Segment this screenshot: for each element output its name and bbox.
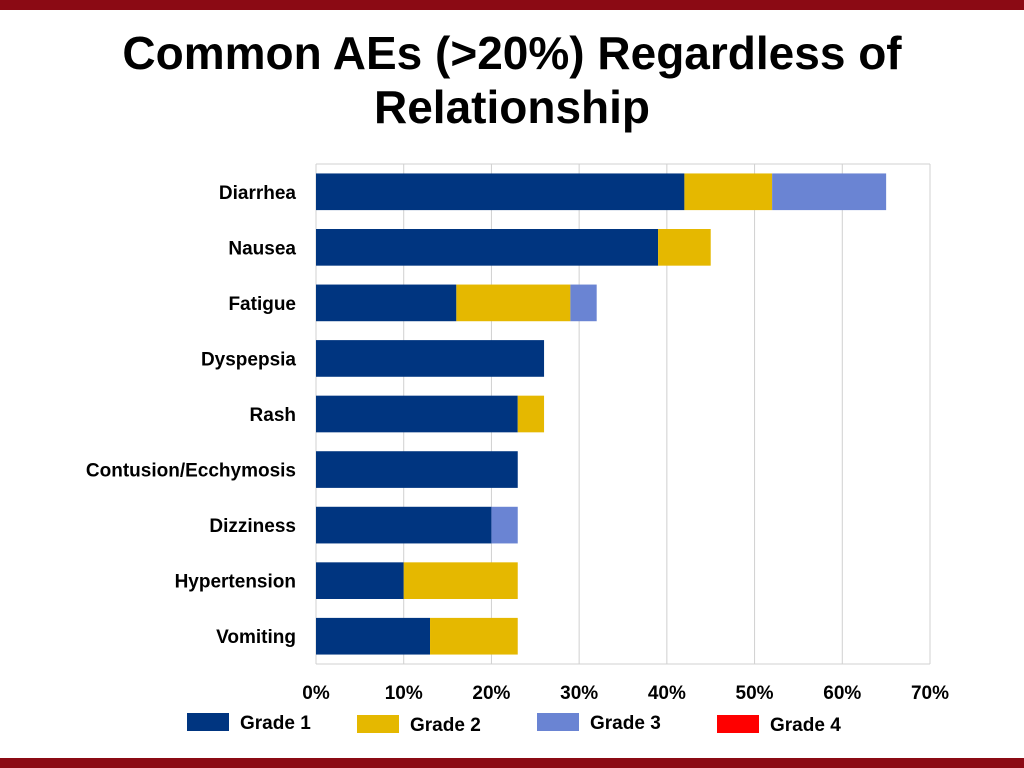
x-tick-label-7: 70% [911,683,949,704]
title-line-1: Common AEs (>20%) Regardless of [122,27,902,79]
bar-4-series-1 [517,395,545,433]
x-tick-label-3: 30% [560,683,598,704]
bottom-accent-band [0,758,1024,768]
bar-6-series-2 [491,506,518,544]
title-line-2: Relationship [373,81,651,133]
bar-2-series-1 [456,284,571,322]
category-label-5: Contusion/Ecchymosis [86,461,296,482]
x-tick-label-2: 20% [472,683,510,704]
slide-title: Common AEs (>20%) Regardless of Relation… [0,26,1024,134]
bar-7-series-1 [403,562,518,599]
bar-8-series-1 [430,617,518,655]
x-tick-label-6: 60% [823,683,861,704]
bar-6-series-0 [316,506,492,544]
category-label-2: Fatigue [228,294,296,315]
category-label-1: Nausea [228,238,296,259]
category-labels: Diarrhea Nausea Fatigue Dyspepsia Rash Contus… [86,183,297,648]
bar-2-series-2 [570,284,597,322]
legend-swatch-3 [717,715,759,733]
bar-1-series-1 [658,229,711,266]
bar-0-series-1 [684,173,773,211]
legend-swatch-0 [187,713,229,731]
category-label-6: Dizziness [209,516,296,537]
x-tick-label-4: 40% [648,683,686,704]
x-tick-label-5: 50% [736,683,774,704]
bar-2-series-0 [316,284,457,322]
category-label-4: Rash [250,405,296,426]
bar-7-series-0 [316,562,404,599]
category-label-8: Vomiting [216,627,296,648]
top-accent-band [0,0,1024,10]
legend-label-1: Grade 2 [410,715,481,736]
category-label-3: Dyspepsia [201,349,296,370]
bar-0-series-2 [772,173,887,211]
legend-label-3: Grade 4 [770,715,841,736]
legend-label-0: Grade 1 [240,713,311,734]
legend-label-2: Grade 3 [590,713,661,734]
bar-5-series-0 [316,451,518,488]
gridlines [315,163,931,665]
bars [316,173,887,655]
x-tick-label-1: 10% [385,683,423,704]
bar-1-series-0 [316,229,659,266]
bar-4-series-0 [316,395,518,433]
category-label-7: Hypertension [175,572,296,593]
x-axis-tick-labels: 0% 10% 20% 30% 40% 50% 60% 70% [302,683,949,704]
legend-swatch-1 [357,715,399,733]
category-label-0: Diarrhea [219,183,297,204]
bar-0-series-0 [316,173,685,211]
x-tick-label-0: 0% [302,683,330,704]
legend: Grade 1 Grade 2 Grade 3 Grade 4 [187,713,841,736]
bar-3-series-0 [316,340,545,377]
bar-8-series-0 [316,617,431,655]
legend-swatch-2 [537,713,579,731]
